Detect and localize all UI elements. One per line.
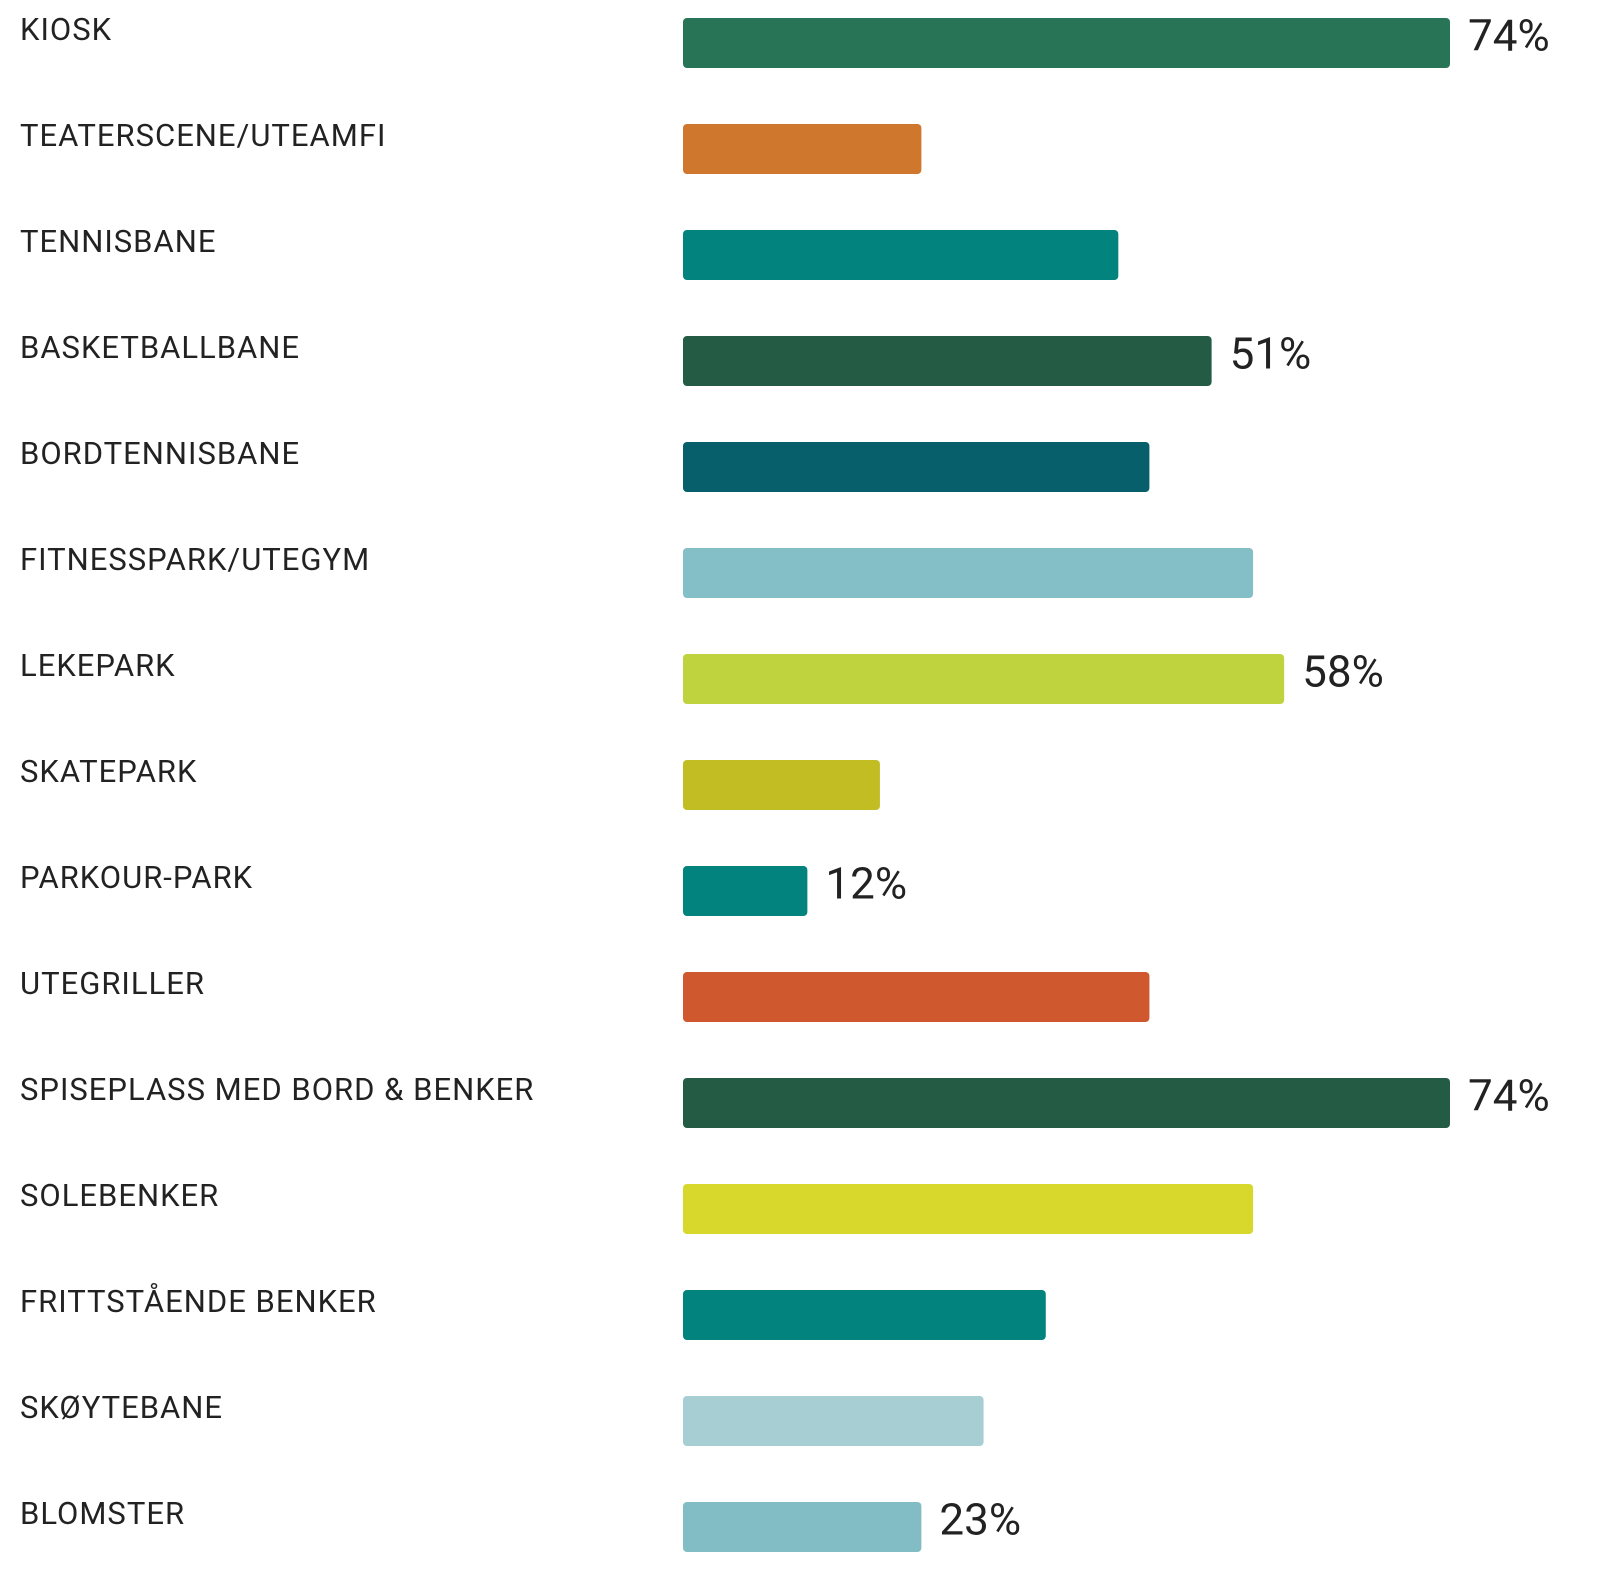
bar bbox=[683, 760, 880, 810]
category-label: UTEGRILLER bbox=[20, 965, 205, 1002]
category-label: BASKETBALLBANE bbox=[20, 329, 300, 366]
bar bbox=[683, 442, 1150, 492]
bar bbox=[683, 1502, 922, 1552]
bar bbox=[683, 336, 1212, 386]
category-label: PARKOUR-PARK bbox=[20, 859, 253, 896]
category-label: TEATERSCENE/UTEAMFI bbox=[20, 117, 386, 154]
bar bbox=[683, 1396, 984, 1446]
bar bbox=[683, 972, 1150, 1022]
category-label: KIOSK bbox=[20, 11, 112, 48]
category-label: FITNESSPARK/UTEGYM bbox=[20, 541, 370, 578]
bar bbox=[683, 548, 1254, 598]
bar bbox=[683, 654, 1285, 704]
category-label: LEKEPARK bbox=[20, 647, 176, 684]
category-label: TENNISBANE bbox=[20, 223, 216, 260]
bar bbox=[683, 124, 922, 174]
value-label: 74% bbox=[1468, 1070, 1550, 1122]
value-label: 51% bbox=[1230, 328, 1312, 380]
value-label: 12% bbox=[825, 858, 907, 910]
category-label: SOLEBENKER bbox=[20, 1177, 219, 1214]
bar bbox=[683, 230, 1119, 280]
value-label: 74% bbox=[1468, 10, 1550, 62]
bar bbox=[683, 18, 1450, 68]
bar bbox=[683, 866, 808, 916]
category-label: SPISEPLASS MED BORD & BENKER bbox=[20, 1071, 534, 1108]
category-label: BORDTENNISBANE bbox=[20, 435, 300, 472]
bar bbox=[683, 1078, 1450, 1128]
category-label: BLOMSTER bbox=[20, 1495, 185, 1532]
bar bbox=[683, 1290, 1046, 1340]
value-label: 23% bbox=[939, 1494, 1021, 1546]
category-label: FRITTSTÅENDE BENKER bbox=[20, 1281, 377, 1320]
category-label: SKØYTEBANE bbox=[20, 1389, 223, 1426]
value-label: 58% bbox=[1302, 646, 1384, 698]
bar bbox=[683, 1184, 1254, 1234]
category-label: SKATEPARK bbox=[20, 753, 198, 790]
